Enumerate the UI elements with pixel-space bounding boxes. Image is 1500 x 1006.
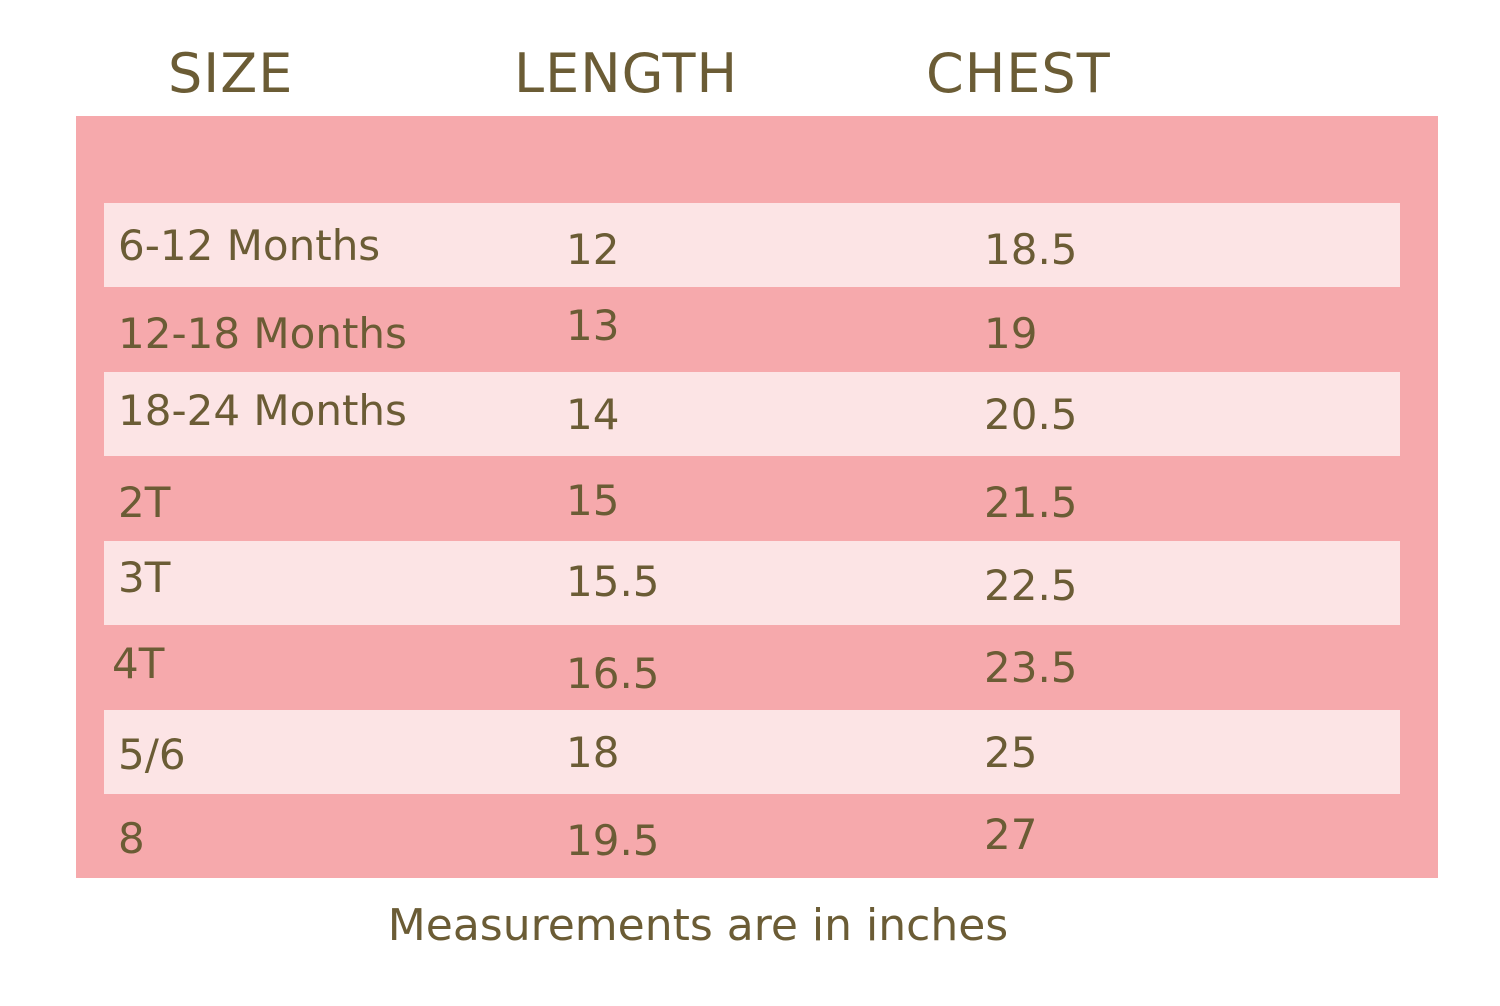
chest-cell: 19 <box>984 309 1038 358</box>
length-cell: 12 <box>566 225 620 274</box>
length-cell: 15 <box>566 476 620 525</box>
table-row: 5/6 18 25 <box>104 710 1400 794</box>
chest-cell: 27 <box>984 810 1038 859</box>
length-cell: 16.5 <box>566 649 660 698</box>
table-row: 12-18 Months 13 19 <box>104 287 1400 371</box>
length-cell: 18 <box>566 728 620 777</box>
size-cell: 2T <box>118 478 171 527</box>
table-row: 18-24 Months 14 20.5 <box>104 372 1400 456</box>
table-row: 6-12 Months 12 18.5 <box>104 203 1400 287</box>
size-cell: 5/6 <box>118 730 186 779</box>
table-row: 2T 15 21.5 <box>104 456 1400 540</box>
chest-cell: 23.5 <box>984 643 1078 692</box>
length-cell: 13 <box>566 301 620 350</box>
length-cell: 15.5 <box>566 557 660 606</box>
length-cell: 14 <box>566 390 620 439</box>
length-column-header: LENGTH <box>514 42 739 105</box>
size-cell: 4T <box>112 639 165 688</box>
size-cell: 6-12 Months <box>118 221 381 270</box>
size-cell: 8 <box>118 814 145 863</box>
table-row: 4T 16.5 23.5 <box>104 625 1400 709</box>
chest-cell: 18.5 <box>984 225 1078 274</box>
size-cell: 3T <box>118 553 171 602</box>
chest-column-header: CHEST <box>926 42 1111 105</box>
chest-cell: 20.5 <box>984 390 1078 439</box>
size-cell: 12-18 Months <box>118 309 407 358</box>
table-row: 8 19.5 27 <box>104 794 1400 878</box>
measurement-unit-note: Measurements are in inches <box>387 900 1009 951</box>
table-row: 3T 15.5 22.5 <box>104 541 1400 625</box>
chest-cell: 22.5 <box>984 561 1078 610</box>
chest-cell: 21.5 <box>984 478 1078 527</box>
length-cell: 19.5 <box>566 816 660 865</box>
size-cell: 18-24 Months <box>118 386 407 435</box>
chest-cell: 25 <box>984 728 1038 777</box>
size-column-header: SIZE <box>168 42 294 105</box>
